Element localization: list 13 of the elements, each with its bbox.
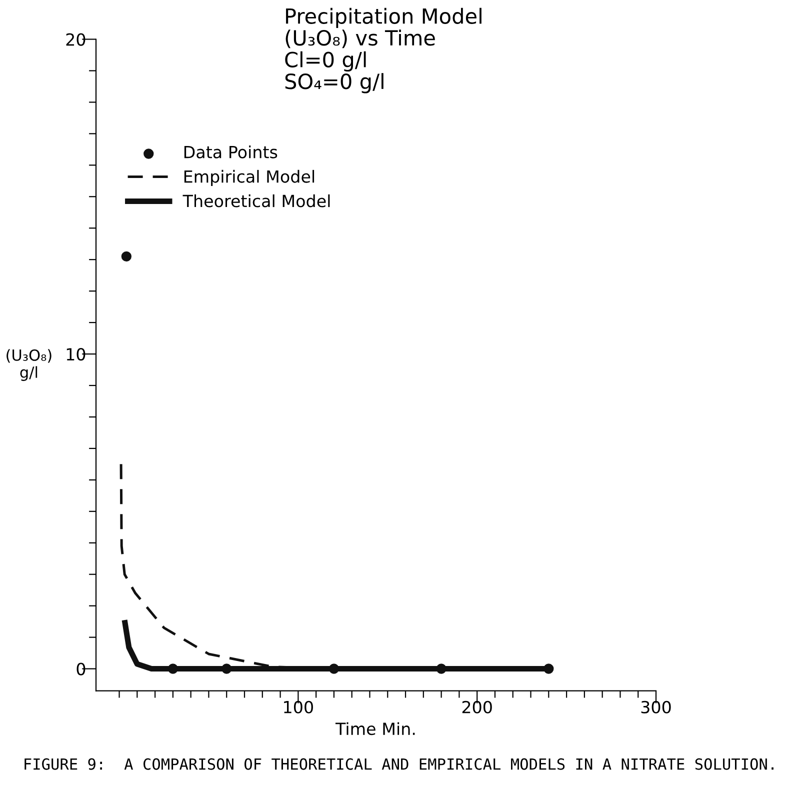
legend-label: Data Points <box>184 145 278 158</box>
caption: FIGURE 9: A COMPARISON OF THEORETICAL AND EMPIRICAL MODELS IN A NITRATE SOLUTION. <box>24 758 774 770</box>
chart-title: Precipitation Model (U₃O₈) vs Time Cl=0 g/l SO₄=0 g/l <box>285 8 482 94</box>
y-tick-label: 0 <box>76 662 86 676</box>
y-axis-title: (U₃O₈) g/l <box>6 349 52 381</box>
y-tick-label: 10 <box>66 348 86 361</box>
x-tick-label: 100 <box>284 700 313 714</box>
legend-label: Empirical Model <box>184 170 314 186</box>
legend-label: Theoretical Model <box>182 194 330 208</box>
x-tick-label: 300 <box>641 700 671 714</box>
x-axis-title: Time Min. <box>335 722 415 736</box>
y-tick-label: 20 <box>66 33 86 46</box>
x-tick-label: 200 <box>462 700 492 714</box>
